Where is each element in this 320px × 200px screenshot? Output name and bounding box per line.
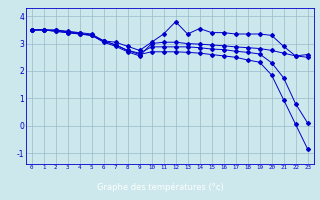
Text: Graphe des températures (°c): Graphe des températures (°c) (97, 183, 223, 192)
